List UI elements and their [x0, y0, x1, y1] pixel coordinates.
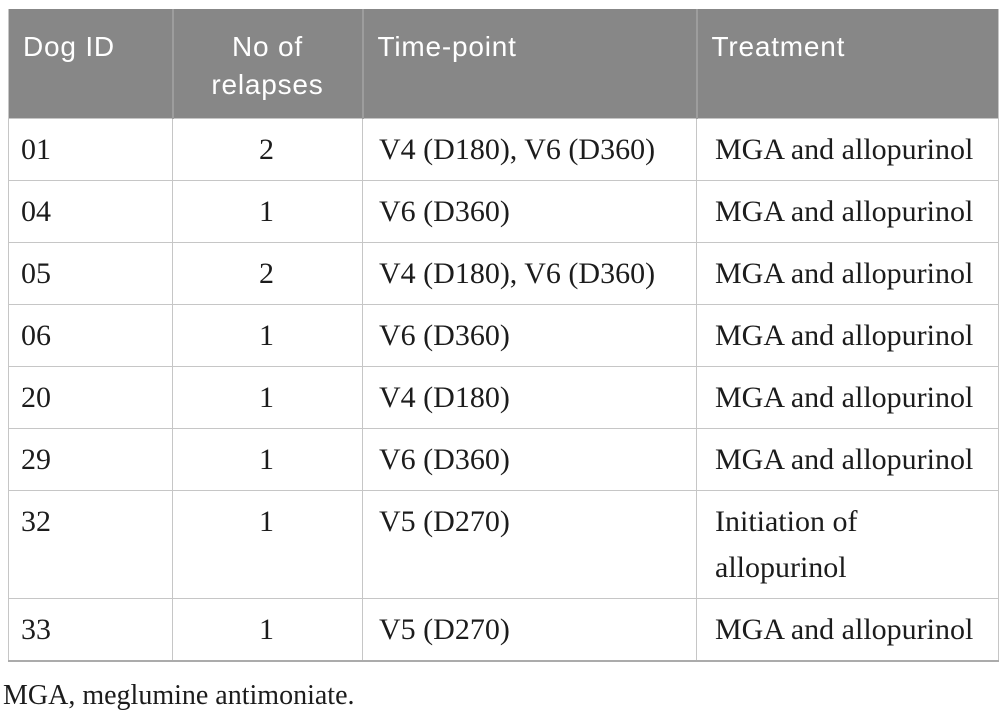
- cell-time-point: V5 (D270): [362, 598, 697, 662]
- cell-treatment: MGA and allopurinol: [696, 428, 999, 491]
- relapse-table: Dog ID No of relapses Time-point Treatme…: [8, 9, 999, 662]
- column-header-no-of-relapses: No of relapses: [171, 9, 363, 119]
- cell-time-point: V6 (D360): [362, 304, 697, 367]
- column-header-time-point: Time-point: [361, 9, 697, 119]
- table-row: 32 1 V5 (D270) Initiation of allopurinol: [8, 490, 999, 599]
- cell-treatment: MGA and allopurinol: [696, 242, 999, 305]
- cell-relapses: 1: [172, 304, 363, 367]
- cell-dog-id: 01: [8, 118, 173, 181]
- table-footnote: MGA, meglumine antimoniate.: [3, 680, 355, 711]
- table-row: 01 2 V4 (D180), V6 (D360) MGA and allopurin…: [8, 118, 999, 181]
- table-row: 29 1 V6 (D360) MGA and allopurinol: [8, 428, 999, 491]
- cell-time-point: V4 (D180), V6 (D360): [362, 242, 697, 305]
- cell-relapses: 1: [172, 490, 363, 599]
- cell-relapses: 1: [172, 180, 363, 243]
- cell-relapses: 2: [172, 118, 363, 181]
- column-header-treatment: Treatment: [695, 9, 999, 119]
- table-header: Dog ID No of relapses Time-point Treatme…: [8, 9, 999, 119]
- table-body: 01 2 V4 (D180), V6 (D360) MGA and allopurin…: [8, 118, 999, 662]
- cell-dog-id: 32: [8, 490, 173, 599]
- cell-relapses: 1: [172, 428, 363, 491]
- cell-treatment: Initiation of allopurinol: [696, 490, 999, 599]
- cell-dog-id: 05: [8, 242, 173, 305]
- cell-relapses: 1: [172, 366, 363, 429]
- cell-treatment: MGA and allopurinol: [696, 118, 999, 181]
- cell-treatment: MGA and allopurinol: [696, 366, 999, 429]
- table-row: 05 2 V4 (D180), V6 (D360) MGA and allopurin…: [8, 242, 999, 305]
- table-row: 06 1 V6 (D360) MGA and allopurinol: [8, 304, 999, 367]
- cell-time-point: V4 (D180): [362, 366, 697, 429]
- cell-relapses: 2: [172, 242, 363, 305]
- cell-treatment: MGA and allopurinol: [696, 598, 999, 662]
- cell-relapses: 1: [172, 598, 363, 662]
- cell-time-point: V4 (D180), V6 (D360): [362, 118, 697, 181]
- cell-dog-id: 33: [8, 598, 173, 662]
- cell-treatment: MGA and allopurinol: [696, 304, 999, 367]
- cell-dog-id: 04: [8, 180, 173, 243]
- cell-dog-id: 06: [8, 304, 173, 367]
- table-row: 04 1 V6 (D360) MGA and allopurinol: [8, 180, 999, 243]
- header-row: Dog ID No of relapses Time-point Treatme…: [8, 9, 999, 119]
- cell-time-point: V5 (D270): [362, 490, 697, 599]
- column-header-dog-id: Dog ID: [8, 9, 173, 119]
- table-row: 20 1 V4 (D180) MGA and allopurinol: [8, 366, 999, 429]
- cell-treatment: MGA and allopurinol: [696, 180, 999, 243]
- table-row: 33 1 V5 (D270) MGA and allopurinol: [8, 598, 999, 662]
- cell-time-point: V6 (D360): [362, 428, 697, 491]
- cell-time-point: V6 (D360): [362, 180, 697, 243]
- cell-dog-id: 29: [8, 428, 173, 491]
- cell-dog-id: 20: [8, 366, 173, 429]
